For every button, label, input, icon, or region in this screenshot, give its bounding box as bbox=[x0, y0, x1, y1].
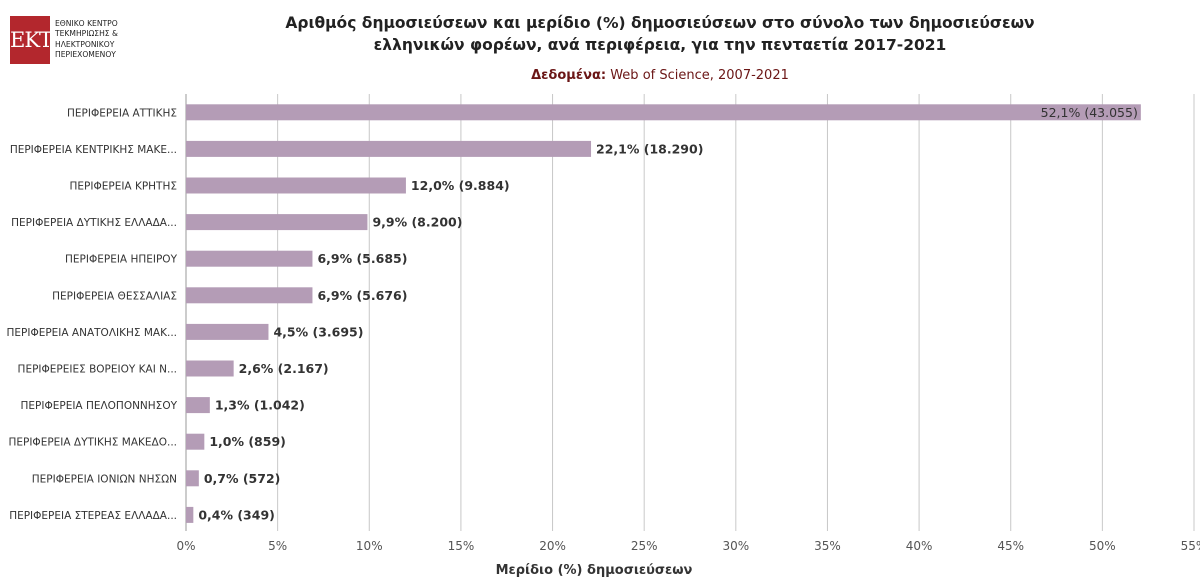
category-label: ΠΕΡΙΦΕΡΕΙΑ ΑΤΤΙΚΗΣ bbox=[67, 107, 177, 119]
ekt-logo-line: ΠΕΡΙΕΧΟΜΕΝΟΥ bbox=[55, 50, 116, 60]
data-label: 22,1% (18.290) bbox=[596, 141, 703, 156]
x-tick-label: 35% bbox=[814, 539, 841, 553]
x-tick-label: 55% bbox=[1181, 539, 1200, 553]
data-label: 6,9% (5.676) bbox=[317, 288, 407, 303]
ekt-logo-mark: EKT bbox=[10, 16, 53, 64]
category-label: ΠΕΡΙΦΕΡΕΙΑ ΠΕΛΟΠΟΝΝΗΣΟΥ bbox=[21, 400, 178, 412]
ekt-logo-line: ΗΛΕΚΤΡΟΝΙΚΟΥ bbox=[55, 39, 115, 49]
ekt-logo: EKT ΕΘΝΙΚΟ ΚΕΝΤΡΟ ΤΕΚΜΗΡΙΩΣΗΣ & ΗΛΕΚΤΡΟΝ… bbox=[10, 16, 122, 68]
bar bbox=[186, 397, 210, 414]
category-label: ΠΕΡΙΦΕΡΕΙΑ ΔΥΤΙΚΗΣ ΜΑΚΕΔΟ... bbox=[8, 437, 177, 449]
bar bbox=[186, 506, 194, 523]
category-label: ΠΕΡΙΦΕΡΕΙΑ ΑΝΑΤΟΛΙΚΗΣ ΜΑΚ... bbox=[6, 327, 177, 339]
chart-title-line: Αριθμός δημοσιεύσεων και μερίδιο (%) δημ… bbox=[285, 14, 1035, 32]
x-tick-label: 30% bbox=[722, 539, 749, 553]
chart-subtitle: Δεδομένα: Web of Science, 2007-2021 bbox=[160, 68, 1160, 83]
data-label: 0,4% (349) bbox=[198, 507, 275, 522]
data-label: 1,0% (859) bbox=[209, 434, 286, 449]
bar bbox=[186, 360, 234, 377]
ekt-logo-line: ΤΕΚΜΗΡΙΩΣΗΣ & bbox=[55, 29, 118, 39]
data-source-label: Δεδομένα: bbox=[531, 68, 607, 83]
ekt-logo-line: ΕΘΝΙΚΟ ΚΕΝΤΡΟ bbox=[55, 19, 118, 28]
bar bbox=[186, 140, 592, 157]
x-tick-label: 15% bbox=[448, 539, 475, 553]
data-label: 4,5% (3.695) bbox=[273, 324, 363, 339]
category-label: ΠΕΡΙΦΕΡΕΙΑ ΙΟΝΙΩΝ ΝΗΣΩΝ bbox=[32, 473, 177, 485]
category-label: ΠΕΡΙΦΕΡΕΙΑ ΚΕΝΤΡΙΚΗΣ ΜΑΚΕ... bbox=[10, 144, 177, 156]
bar bbox=[186, 287, 313, 304]
x-axis-title: Μερίδιο (%) δημοσιεύσεων bbox=[496, 563, 693, 578]
data-label: 1,3% (1.042) bbox=[215, 398, 305, 413]
category-label: ΠΕΡΙΦΕΡΕΙΑ ΚΡΗΤΗΣ bbox=[70, 181, 178, 193]
data-label: 9,9% (8.200) bbox=[372, 215, 462, 230]
x-tick-label: 10% bbox=[356, 539, 383, 553]
category-label: ΠΕΡΙΦΕΡΕΙΑ ΗΠΕΙΡΟΥ bbox=[65, 254, 178, 266]
chart-title: Αριθμός δημοσιεύσεων και μερίδιο (%) δημ… bbox=[160, 12, 1160, 56]
category-label: ΠΕΡΙΦΕΡΕΙΑ ΔΥΤΙΚΗΣ ΕΛΛΑΔΑ... bbox=[11, 217, 177, 229]
bar bbox=[186, 323, 269, 340]
bar bbox=[186, 214, 368, 231]
x-tick-label: 50% bbox=[1089, 539, 1116, 553]
bar bbox=[186, 433, 205, 450]
chart-title-line: ελληνικών φορέων, ανά περιφέρεια, για τη… bbox=[373, 36, 947, 54]
category-label: ΠΕΡΙΦΕΡΕΙΕΣ ΒΟΡΕΙΟΥ ΚΑΙ Ν... bbox=[18, 364, 177, 376]
bar bbox=[186, 104, 1141, 121]
data-label: 2,6% (2.167) bbox=[239, 361, 329, 376]
x-tick-label: 25% bbox=[631, 539, 658, 553]
category-label: ΠΕΡΙΦΕΡΕΙΑ ΘΕΣΣΑΛΙΑΣ bbox=[52, 290, 177, 302]
ekt-logo-text: ΕΘΝΙΚΟ ΚΕΝΤΡΟ ΤΕΚΜΗΡΙΩΣΗΣ & ΗΛΕΚΤΡΟΝΙΚΟΥ… bbox=[55, 19, 118, 61]
x-tick-label: 0% bbox=[176, 539, 195, 553]
data-label: 0,7% (572) bbox=[204, 471, 281, 486]
data-source-value: Web of Science, 2007-2021 bbox=[610, 68, 789, 83]
bar bbox=[186, 250, 313, 267]
x-tick-label: 45% bbox=[997, 539, 1024, 553]
x-tick-label: 40% bbox=[906, 539, 933, 553]
category-label: ΠΕΡΙΦΕΡΕΙΑ ΣΤΕΡΕΑΣ ΕΛΛΑΔΑ... bbox=[9, 510, 177, 522]
x-tick-label: 5% bbox=[268, 539, 287, 553]
bar bbox=[186, 470, 199, 487]
data-label: 12,0% (9.884) bbox=[411, 178, 510, 193]
bar bbox=[186, 177, 406, 194]
data-label: 52,1% (43.055) bbox=[1041, 105, 1138, 120]
x-tick-label: 20% bbox=[539, 539, 566, 553]
data-label: 6,9% (5.685) bbox=[317, 251, 407, 266]
